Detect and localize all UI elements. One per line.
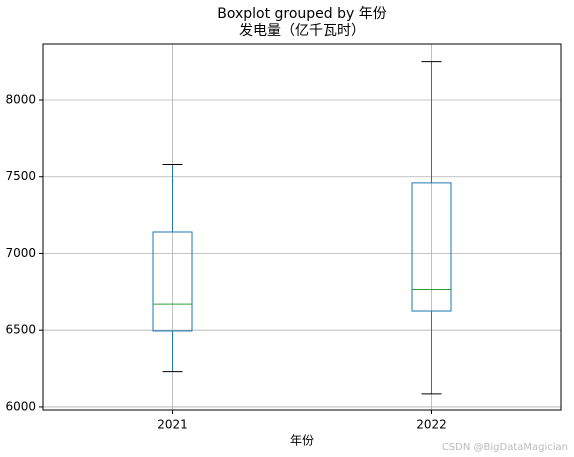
plot-frame (42, 43, 562, 411)
y-tick-label: 6000 (5, 399, 36, 413)
x-tick-label: 2021 (157, 418, 188, 432)
x-axis-label: 年份 (290, 434, 314, 448)
chart-subtitle: 发电量（亿千瓦时） (239, 23, 365, 39)
y-tick-label: 7000 (5, 246, 36, 260)
watermark: CSDN @BigDataMagician (442, 442, 568, 453)
box (152, 231, 193, 332)
y-tick-label: 8000 (5, 93, 36, 107)
x-tick-label: 2022 (416, 418, 447, 432)
box (411, 182, 452, 312)
y-tick-label: 6500 (5, 323, 36, 337)
chart-title: Boxplot grouped by 年份 (217, 6, 387, 22)
y-tick-label: 7500 (5, 169, 36, 183)
